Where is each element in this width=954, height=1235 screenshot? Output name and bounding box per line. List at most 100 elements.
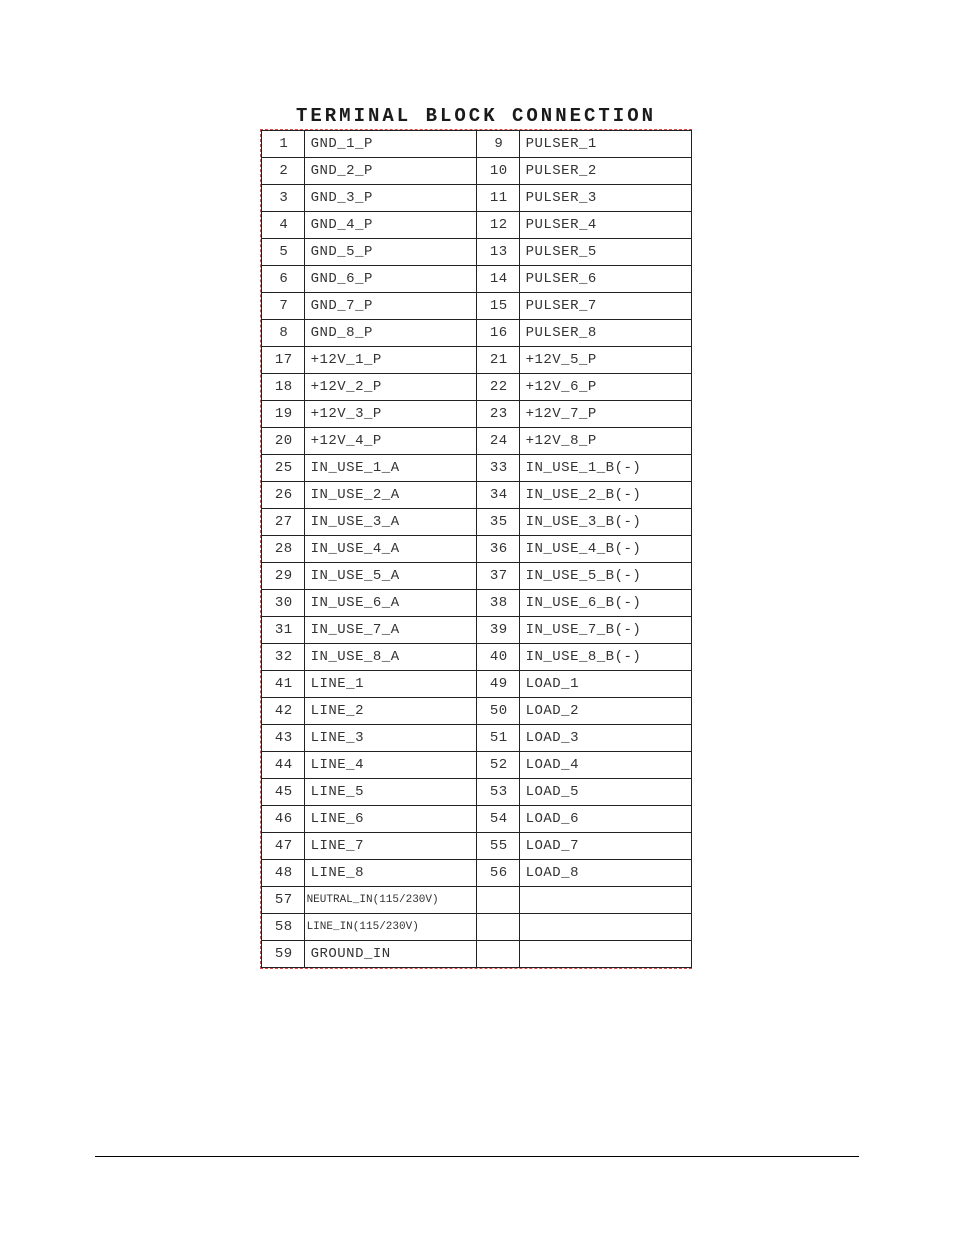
terminal-signal-left: LINE_6 bbox=[304, 806, 476, 833]
table-row: 2GND_2_P10PULSER_2 bbox=[262, 158, 692, 185]
table-row: 41LINE_149LOAD_1 bbox=[262, 671, 692, 698]
table-title: TERMINAL BLOCK CONNECTION bbox=[260, 105, 692, 127]
terminal-number-right: 36 bbox=[476, 536, 519, 563]
terminal-number-right: 22 bbox=[476, 374, 519, 401]
terminal-number-right: 49 bbox=[476, 671, 519, 698]
table-row: 44LINE_452LOAD_4 bbox=[262, 752, 692, 779]
terminal-block-table: 1GND_1_P9PULSER_12GND_2_P10PULSER_23GND_… bbox=[261, 130, 692, 968]
terminal-signal-right: LOAD_5 bbox=[519, 779, 691, 806]
table-row: 47LINE_755LOAD_7 bbox=[262, 833, 692, 860]
terminal-number-left: 3 bbox=[262, 185, 305, 212]
terminal-number-left: 46 bbox=[262, 806, 305, 833]
terminal-number-right: 40 bbox=[476, 644, 519, 671]
terminal-signal-left: +12V_4_P bbox=[304, 428, 476, 455]
table-row: 27IN_USE_3_A35IN_USE_3_B(-) bbox=[262, 509, 692, 536]
terminal-signal-left: GND_7_P bbox=[304, 293, 476, 320]
terminal-number-right bbox=[476, 914, 519, 941]
terminal-number-right bbox=[476, 941, 519, 968]
table-row: 5GND_5_P13PULSER_5 bbox=[262, 239, 692, 266]
terminal-number-right: 37 bbox=[476, 563, 519, 590]
table-row: 43LINE_351LOAD_3 bbox=[262, 725, 692, 752]
terminal-signal-right: IN_USE_2_B(-) bbox=[519, 482, 691, 509]
terminal-signal-right: IN_USE_7_B(-) bbox=[519, 617, 691, 644]
terminal-number-right: 53 bbox=[476, 779, 519, 806]
terminal-number-right: 24 bbox=[476, 428, 519, 455]
terminal-signal-left: IN_USE_8_A bbox=[304, 644, 476, 671]
terminal-number-right: 23 bbox=[476, 401, 519, 428]
terminal-signal-right bbox=[519, 941, 691, 968]
terminal-signal-right: IN_USE_4_B(-) bbox=[519, 536, 691, 563]
terminal-number-right: 34 bbox=[476, 482, 519, 509]
terminal-signal-right: LOAD_8 bbox=[519, 860, 691, 887]
terminal-signal-left: LINE_7 bbox=[304, 833, 476, 860]
terminal-number-left: 45 bbox=[262, 779, 305, 806]
terminal-number-left: 57 bbox=[262, 887, 305, 914]
terminal-signal-right: PULSER_8 bbox=[519, 320, 691, 347]
terminal-signal-left: +12V_3_P bbox=[304, 401, 476, 428]
table-row: 20+12V_4_P24+12V_8_P bbox=[262, 428, 692, 455]
terminal-number-right: 21 bbox=[476, 347, 519, 374]
terminal-signal-right: IN_USE_6_B(-) bbox=[519, 590, 691, 617]
terminal-number-left: 6 bbox=[262, 266, 305, 293]
terminal-signal-right: PULSER_1 bbox=[519, 131, 691, 158]
terminal-signal-left: IN_USE_3_A bbox=[304, 509, 476, 536]
terminal-signal-left: LINE_IN(115/230V) bbox=[304, 914, 476, 941]
terminal-signal-left: NEUTRAL_IN(115/230V) bbox=[304, 887, 476, 914]
table-row: 1GND_1_P9PULSER_1 bbox=[262, 131, 692, 158]
terminal-number-right: 12 bbox=[476, 212, 519, 239]
table-row: 42LINE_250LOAD_2 bbox=[262, 698, 692, 725]
terminal-signal-right: PULSER_5 bbox=[519, 239, 691, 266]
table-row: 4GND_4_P12PULSER_4 bbox=[262, 212, 692, 239]
terminal-number-right: 33 bbox=[476, 455, 519, 482]
terminal-number-left: 1 bbox=[262, 131, 305, 158]
terminal-signal-left: LINE_1 bbox=[304, 671, 476, 698]
table-row: 6GND_6_P14PULSER_6 bbox=[262, 266, 692, 293]
terminal-number-left: 2 bbox=[262, 158, 305, 185]
terminal-signal-right: IN_USE_3_B(-) bbox=[519, 509, 691, 536]
terminal-signal-left: +12V_1_P bbox=[304, 347, 476, 374]
terminal-number-left: 19 bbox=[262, 401, 305, 428]
terminal-number-left: 20 bbox=[262, 428, 305, 455]
terminal-signal-left: GND_2_P bbox=[304, 158, 476, 185]
terminal-number-right: 55 bbox=[476, 833, 519, 860]
terminal-number-left: 42 bbox=[262, 698, 305, 725]
terminal-number-left: 30 bbox=[262, 590, 305, 617]
terminal-number-right: 11 bbox=[476, 185, 519, 212]
terminal-signal-left: GND_3_P bbox=[304, 185, 476, 212]
terminal-number-right: 50 bbox=[476, 698, 519, 725]
terminal-number-right: 56 bbox=[476, 860, 519, 887]
table-row: 17+12V_1_P21+12V_5_P bbox=[262, 347, 692, 374]
terminal-number-left: 29 bbox=[262, 563, 305, 590]
terminal-number-right: 51 bbox=[476, 725, 519, 752]
terminal-number-left: 17 bbox=[262, 347, 305, 374]
terminal-signal-left: LINE_4 bbox=[304, 752, 476, 779]
table-row: 8GND_8_P16PULSER_8 bbox=[262, 320, 692, 347]
terminal-number-left: 44 bbox=[262, 752, 305, 779]
terminal-signal-left: GND_1_P bbox=[304, 131, 476, 158]
terminal-signal-right: +12V_6_P bbox=[519, 374, 691, 401]
terminal-signal-right: LOAD_7 bbox=[519, 833, 691, 860]
terminal-signal-left: GND_6_P bbox=[304, 266, 476, 293]
terminal-number-right: 15 bbox=[476, 293, 519, 320]
table-row: 19+12V_3_P23+12V_7_P bbox=[262, 401, 692, 428]
terminal-signal-left: IN_USE_1_A bbox=[304, 455, 476, 482]
terminal-signal-left: GROUND_IN bbox=[304, 941, 476, 968]
terminal-number-right: 9 bbox=[476, 131, 519, 158]
terminal-number-right: 54 bbox=[476, 806, 519, 833]
terminal-signal-left: LINE_5 bbox=[304, 779, 476, 806]
terminal-signal-right: PULSER_3 bbox=[519, 185, 691, 212]
terminal-number-right: 16 bbox=[476, 320, 519, 347]
terminal-signal-left: LINE_2 bbox=[304, 698, 476, 725]
terminal-signal-left: IN_USE_5_A bbox=[304, 563, 476, 590]
terminal-number-left: 43 bbox=[262, 725, 305, 752]
terminal-signal-left: GND_5_P bbox=[304, 239, 476, 266]
terminal-number-left: 5 bbox=[262, 239, 305, 266]
terminal-signal-right: PULSER_2 bbox=[519, 158, 691, 185]
terminal-signal-left: IN_USE_4_A bbox=[304, 536, 476, 563]
terminal-signal-right: +12V_5_P bbox=[519, 347, 691, 374]
terminal-number-left: 27 bbox=[262, 509, 305, 536]
table-dashed-border: 1GND_1_P9PULSER_12GND_2_P10PULSER_23GND_… bbox=[260, 129, 692, 969]
terminal-signal-right: LOAD_2 bbox=[519, 698, 691, 725]
table-row: 58LINE_IN(115/230V) bbox=[262, 914, 692, 941]
table-row: 46LINE_654LOAD_6 bbox=[262, 806, 692, 833]
